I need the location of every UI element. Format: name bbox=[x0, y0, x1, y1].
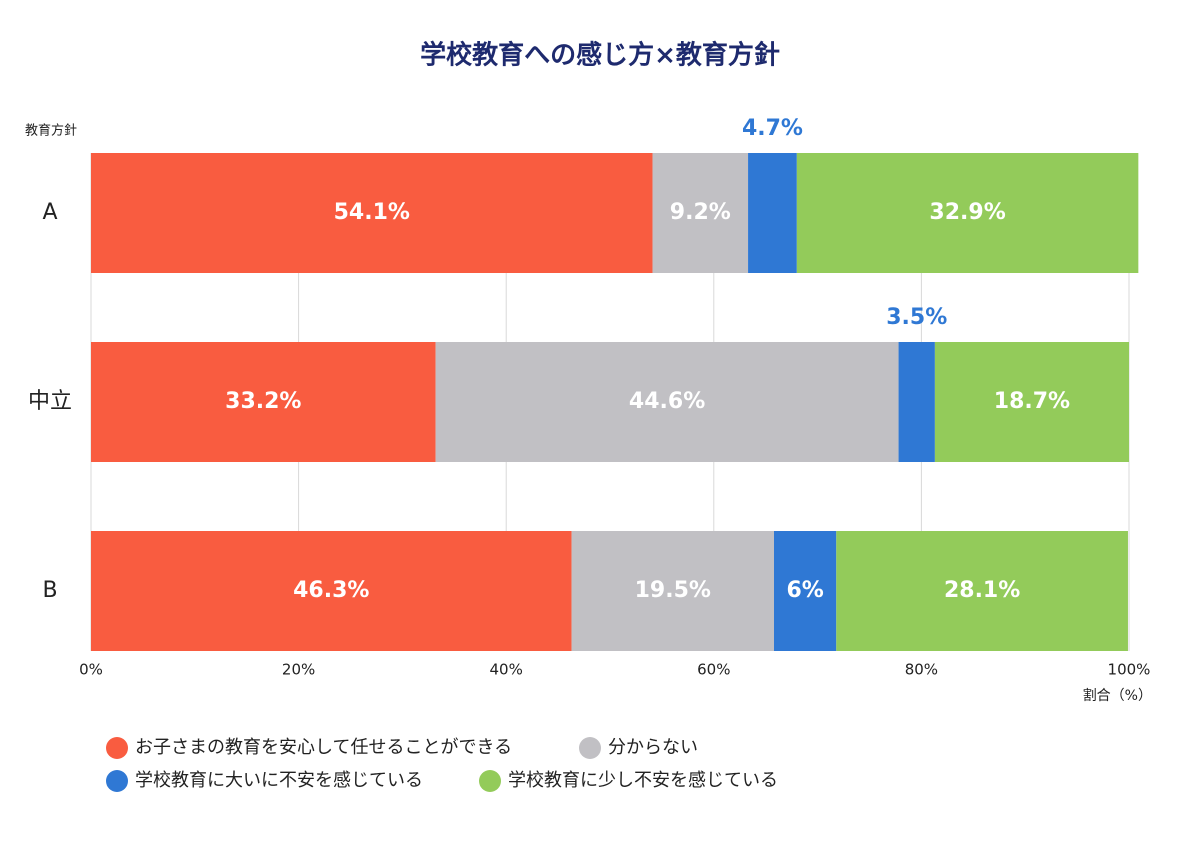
bar-segment bbox=[652, 153, 749, 273]
legend-label: お子さまの教育を安心して任せることができる bbox=[135, 737, 512, 758]
value-label: 33.2% bbox=[225, 389, 301, 414]
value-label: 46.3% bbox=[293, 578, 369, 603]
value-label: 32.9% bbox=[929, 200, 1005, 225]
bar-segment bbox=[571, 531, 775, 651]
value-label: 18.7% bbox=[994, 389, 1070, 414]
x-tick-label: 60% bbox=[697, 661, 730, 679]
legend-label: 分からない bbox=[608, 737, 698, 758]
bar-segment bbox=[898, 342, 935, 462]
bar-segment bbox=[748, 153, 797, 273]
value-label: 4.7% bbox=[742, 116, 803, 141]
x-tick-label: 80% bbox=[905, 661, 938, 679]
x-tick-label: 40% bbox=[490, 661, 523, 679]
y-axis-label: 教育方針 bbox=[25, 123, 77, 139]
value-label: 6% bbox=[786, 578, 823, 603]
value-label: 54.1% bbox=[334, 200, 410, 225]
bar-segment bbox=[91, 153, 653, 273]
bar-segment bbox=[91, 342, 436, 462]
value-label: 19.5% bbox=[635, 578, 711, 603]
value-label: 9.2% bbox=[670, 200, 731, 225]
y-tick-label: 中立 bbox=[28, 389, 72, 414]
bar-segment bbox=[774, 531, 837, 651]
bar-segment bbox=[836, 531, 1128, 651]
y-tick-label: A bbox=[42, 200, 57, 225]
chart-title: 学校教育への感じ方×教育方針 bbox=[420, 40, 780, 71]
y-tick-label: B bbox=[42, 578, 57, 603]
x-tick-label: 20% bbox=[282, 661, 315, 679]
legend-marker bbox=[106, 770, 128, 792]
bar-segment bbox=[435, 342, 899, 462]
value-label: 44.6% bbox=[629, 389, 705, 414]
legend-label: 学校教育に大いに不安を感じている bbox=[135, 770, 423, 791]
bar-segment bbox=[934, 342, 1129, 462]
x-tick-label: 100% bbox=[1108, 661, 1151, 679]
bar-segment bbox=[796, 153, 1139, 273]
legend-marker bbox=[106, 737, 128, 759]
legend-marker bbox=[479, 770, 501, 792]
legend-marker bbox=[579, 737, 601, 759]
bar-segment bbox=[91, 531, 572, 651]
value-label: 3.5% bbox=[886, 305, 947, 330]
value-label: 28.1% bbox=[944, 578, 1020, 603]
legend-label: 学校教育に少し不安を感じている bbox=[508, 770, 778, 791]
x-tick-label: 0% bbox=[79, 661, 103, 679]
x-axis-label: 割合（%） bbox=[1083, 687, 1152, 704]
